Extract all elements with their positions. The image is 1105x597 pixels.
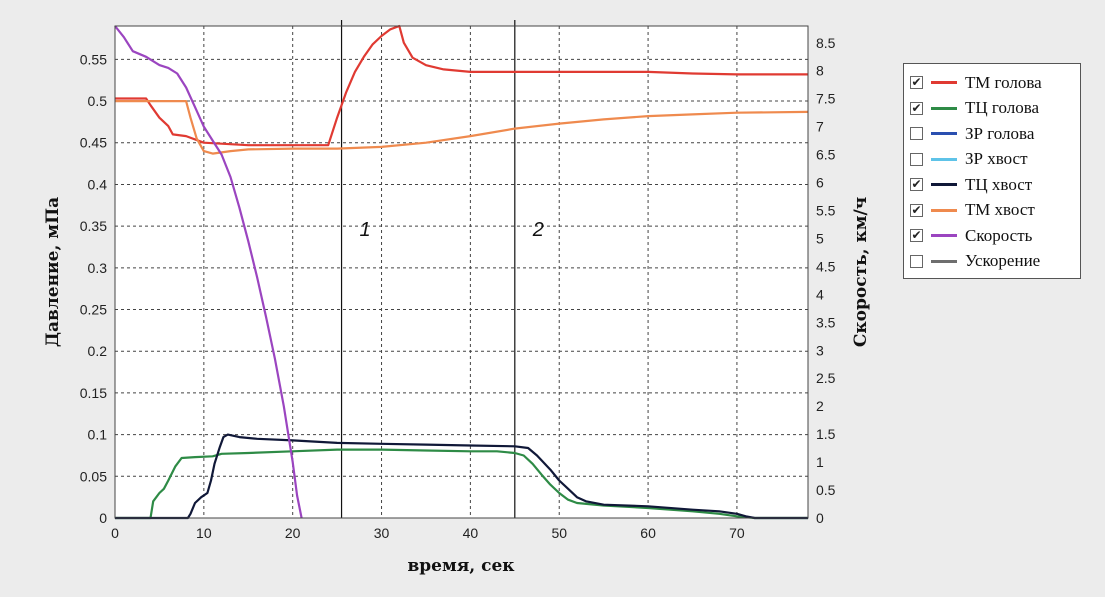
y-left-tick-label: 0.4 bbox=[88, 176, 108, 192]
y-right-tick-label: 1 bbox=[816, 454, 824, 470]
series-line bbox=[115, 433, 808, 520]
y-right-tick-label: 8.5 bbox=[816, 35, 836, 51]
x-tick-labels: 0 10 20 30 40 50 60 70 bbox=[111, 525, 745, 541]
legend-item[interactable]: ✔ ТМ голова bbox=[910, 70, 1080, 96]
x-tick-label: 40 bbox=[463, 525, 479, 541]
y-right-tick-label: 0.5 bbox=[816, 482, 836, 498]
y-right-tick-label: 6 bbox=[816, 175, 824, 191]
y-right-axis-label: Скорость, км/ч bbox=[851, 197, 871, 347]
legend-color-swatch bbox=[931, 157, 957, 161]
x-axis-label: время, сек bbox=[407, 556, 515, 576]
marker-label: 1 bbox=[360, 219, 371, 241]
legend-item[interactable]: ✔ ТМ хвост bbox=[910, 198, 1080, 224]
y-left-tick-label: 0.1 bbox=[88, 427, 108, 443]
x-tick-label: 50 bbox=[551, 525, 567, 541]
series-line bbox=[114, 25, 303, 519]
legend-color-swatch bbox=[931, 106, 957, 110]
legend-checkbox[interactable] bbox=[910, 152, 923, 166]
legend-color-swatch bbox=[931, 234, 957, 238]
legend-label: ЗР голова bbox=[965, 123, 1035, 143]
series-line bbox=[115, 24, 808, 147]
y-left-tick-label: 0.2 bbox=[88, 343, 108, 359]
x-tick-label: 10 bbox=[196, 525, 212, 541]
legend-label: ТЦ хвост bbox=[965, 174, 1033, 194]
x-tick-label: 70 bbox=[729, 525, 745, 541]
legend-color-swatch bbox=[931, 183, 957, 187]
y-right-tick-label: 8 bbox=[816, 63, 824, 79]
y-left-tick-label: 0 bbox=[99, 510, 107, 526]
legend-checkbox[interactable]: ✔ bbox=[910, 75, 923, 90]
legend-color-swatch bbox=[931, 208, 957, 212]
legend-checkbox[interactable]: ✔ bbox=[910, 177, 923, 192]
y-right-tick-labels: 0 0.5 1 1.5 2 2.5 3 3.5 4 4.5 5 5.5 6 6.5 7 7.5 8 8.5 bbox=[816, 35, 836, 526]
y-left-tick-label: 0.5 bbox=[88, 93, 108, 109]
legend-color-swatch bbox=[931, 259, 957, 263]
y-right-tick-label: 7 bbox=[816, 119, 824, 135]
y-left-tick-label: 0.05 bbox=[80, 468, 107, 484]
y-right-tick-label: 2.5 bbox=[816, 370, 836, 386]
y-right-tick-label: 3.5 bbox=[816, 314, 836, 330]
legend-color-swatch bbox=[931, 81, 957, 85]
y-left-tick-labels: 0 0.05 0.1 0.15 0.2 0.25 0.3 0.35 0.4 0.45 0.5 0.55 bbox=[80, 51, 107, 526]
y-right-tick-label: 4.5 bbox=[816, 258, 836, 274]
legend-label: ТЦ голова bbox=[965, 98, 1040, 118]
x-tick-label: 0 bbox=[111, 525, 119, 541]
legend-item[interactable]: ЗР хвост bbox=[910, 147, 1080, 173]
legend-checkbox[interactable]: ✔ bbox=[910, 228, 923, 243]
y-right-tick-label: 7.5 bbox=[816, 91, 836, 107]
legend-item[interactable]: ЗР голова bbox=[910, 121, 1080, 147]
legend-checkbox[interactable]: ✔ bbox=[910, 100, 923, 115]
x-tick-label: 60 bbox=[640, 525, 656, 541]
y-right-tick-label: 5 bbox=[816, 230, 824, 246]
legend-label: ТМ хвост bbox=[965, 200, 1035, 220]
x-tick-label: 30 bbox=[374, 525, 390, 541]
series-lines bbox=[114, 24, 809, 520]
series-line bbox=[115, 100, 809, 155]
plot-area bbox=[115, 26, 808, 518]
x-tick-label: 20 bbox=[285, 525, 301, 541]
y-right-tick-label: 2 bbox=[816, 398, 824, 414]
y-left-tick-label: 0.55 bbox=[80, 51, 107, 67]
y-right-tick-label: 6.5 bbox=[816, 147, 836, 163]
y-right-tick-label: 3 bbox=[816, 342, 824, 358]
y-left-tick-label: 0.25 bbox=[80, 302, 107, 318]
legend-item[interactable]: Ускорение bbox=[910, 249, 1080, 275]
legend-checkbox[interactable] bbox=[910, 254, 923, 268]
y-left-tick-label: 0.15 bbox=[80, 385, 107, 401]
y-right-tick-label: 0 bbox=[816, 510, 824, 526]
legend-label: Ускорение bbox=[965, 251, 1041, 271]
legend-color-swatch bbox=[931, 132, 957, 136]
legend-checkbox[interactable]: ✔ bbox=[910, 202, 923, 217]
legend-item[interactable]: ✔ ТЦ голова bbox=[910, 96, 1080, 122]
legend-label: Скорость bbox=[965, 225, 1033, 245]
legend: ✔ ТМ голова ✔ ТЦ голова ЗР голова ЗР хвост ✔ ТЦ… bbox=[903, 63, 1081, 279]
series-line bbox=[115, 448, 808, 520]
y-left-tick-label: 0.45 bbox=[80, 135, 107, 151]
y-left-axis-label: Давление, мПа bbox=[43, 197, 63, 347]
legend-item[interactable]: ✔ ТЦ хвост bbox=[910, 172, 1080, 198]
legend-label: ЗР хвост bbox=[965, 149, 1028, 169]
y-right-tick-label: 4 bbox=[816, 286, 824, 302]
y-left-tick-label: 0.35 bbox=[80, 218, 107, 234]
legend-checkbox[interactable] bbox=[910, 127, 923, 141]
grid bbox=[115, 26, 808, 518]
plot-frame bbox=[114, 25, 809, 519]
y-left-tick-label: 0.3 bbox=[88, 260, 108, 276]
y-right-tick-label: 1.5 bbox=[816, 426, 836, 442]
marker-label: 2 bbox=[532, 219, 544, 241]
legend-label: ТМ голова bbox=[965, 72, 1042, 92]
y-right-tick-label: 5.5 bbox=[816, 203, 836, 219]
legend-item[interactable]: ✔ Скорость bbox=[910, 223, 1080, 249]
